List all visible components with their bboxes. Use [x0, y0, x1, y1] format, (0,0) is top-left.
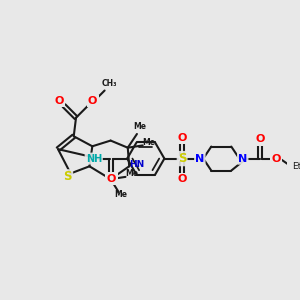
Text: CH₃: CH₃ — [102, 79, 118, 88]
Text: Me: Me — [114, 190, 127, 199]
Text: O: O — [177, 133, 187, 143]
Text: Me: Me — [133, 122, 146, 131]
Text: O: O — [107, 174, 116, 184]
Text: N: N — [238, 154, 248, 164]
Text: O: O — [256, 134, 265, 144]
Text: S: S — [64, 170, 72, 183]
Text: N: N — [195, 154, 205, 164]
Text: O: O — [55, 95, 64, 106]
Text: O: O — [177, 175, 187, 184]
Text: Me: Me — [143, 138, 156, 147]
Text: O: O — [88, 96, 97, 106]
Text: Me: Me — [126, 169, 139, 178]
Text: O: O — [272, 154, 281, 164]
Text: Et: Et — [292, 162, 300, 171]
Text: NH: NH — [85, 154, 102, 164]
Text: S: S — [178, 152, 186, 165]
Text: HN: HN — [129, 160, 144, 169]
